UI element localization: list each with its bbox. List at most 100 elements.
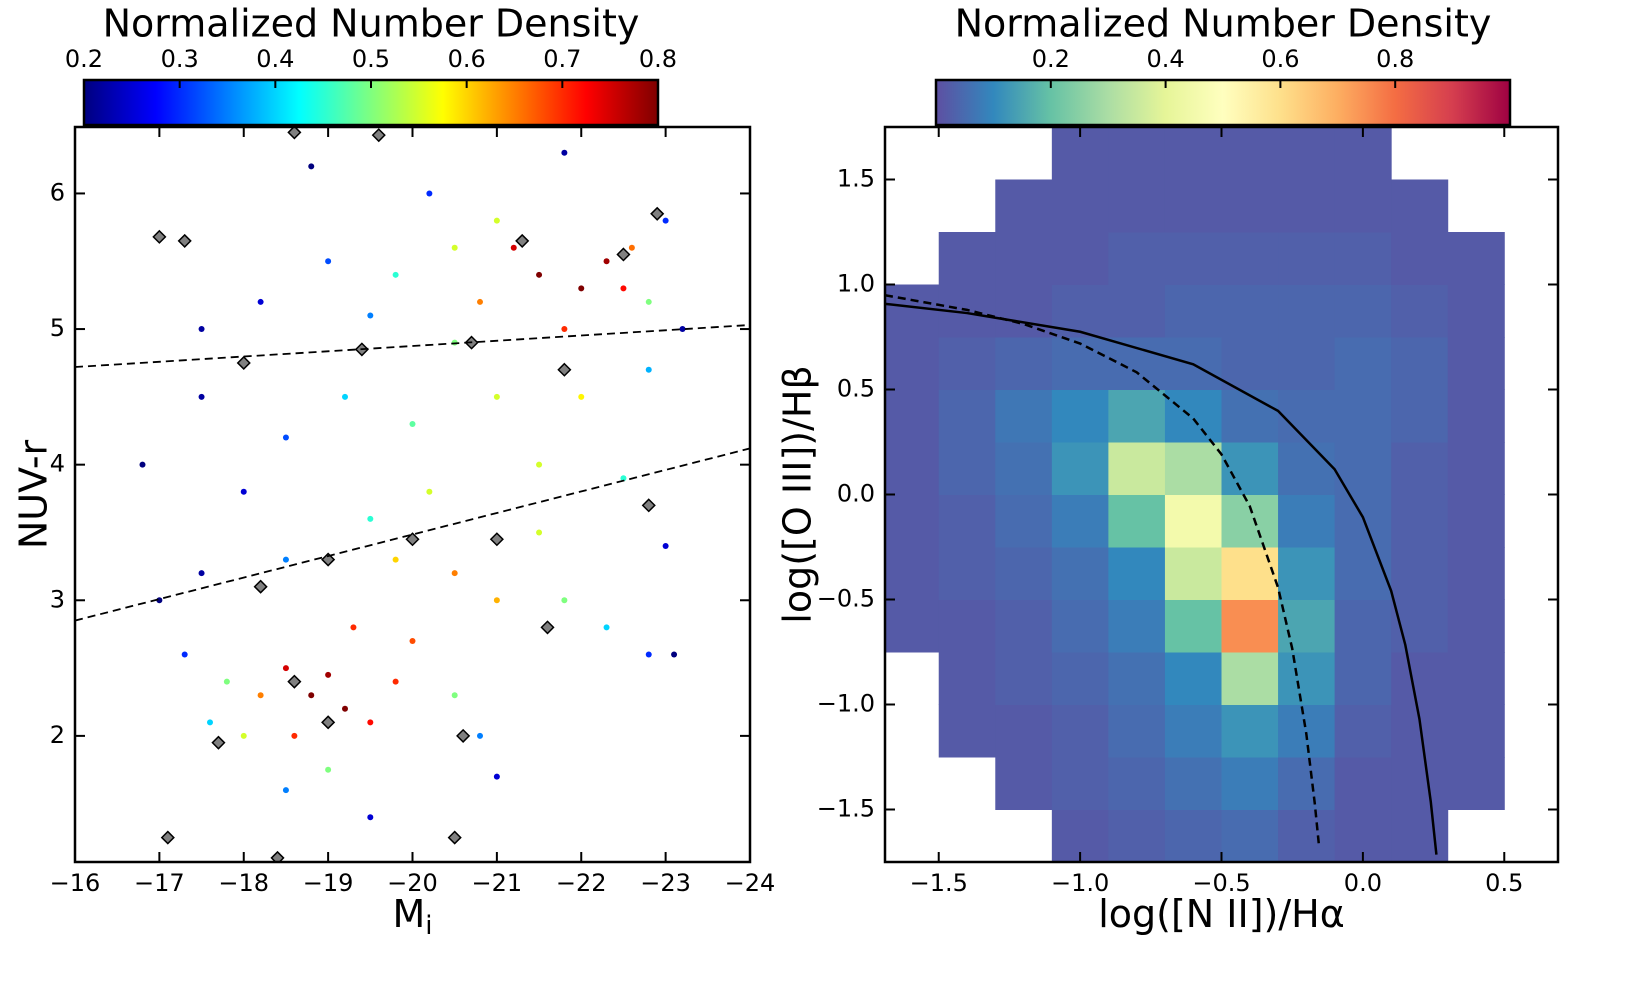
diamond xyxy=(253,579,268,594)
hist-cell xyxy=(938,547,996,600)
curve xyxy=(75,324,750,368)
point xyxy=(257,298,264,305)
hist-cell xyxy=(1334,757,1392,810)
point xyxy=(645,651,652,658)
point xyxy=(561,597,568,604)
point xyxy=(282,434,289,441)
hist-cell xyxy=(1391,179,1449,233)
hist-cell xyxy=(1164,389,1222,443)
point xyxy=(325,258,332,265)
point xyxy=(477,298,483,305)
colorbar-tick-label: 0.6 xyxy=(1261,45,1299,73)
point xyxy=(536,271,543,278)
point xyxy=(426,190,433,197)
hist-cell xyxy=(1051,179,1109,233)
diamond xyxy=(160,830,175,845)
hist-cell xyxy=(1391,704,1449,758)
point xyxy=(409,637,416,644)
hist-cell xyxy=(938,599,996,653)
x-tick-label: −0.5 xyxy=(1192,869,1250,897)
x-axis-label: log([N II])/Hα xyxy=(1098,892,1345,936)
point xyxy=(198,570,205,577)
diamond xyxy=(371,128,386,143)
hist-cell xyxy=(938,704,996,758)
y-tick-label: 3 xyxy=(50,585,65,613)
y-axis-label: log([O III])/Hβ xyxy=(776,365,820,623)
diamond xyxy=(236,355,251,371)
hist-cell xyxy=(1051,337,1109,390)
hist-cell xyxy=(885,337,940,390)
curve xyxy=(885,293,1321,847)
point xyxy=(451,692,458,699)
hist-cell xyxy=(1051,757,1109,810)
point xyxy=(451,244,458,251)
point xyxy=(628,244,635,251)
hist-cell xyxy=(1108,127,1166,180)
point xyxy=(223,678,230,685)
point xyxy=(240,488,247,495)
hist-cell xyxy=(1164,809,1222,862)
hist-cell xyxy=(1221,389,1279,443)
colorbar-tick-label: 0.8 xyxy=(639,45,677,73)
hist-cell xyxy=(1391,547,1449,600)
y-tick-label: −0.5 xyxy=(817,585,875,613)
colorbar xyxy=(934,78,1512,127)
x-tick-label: −22 xyxy=(556,869,607,897)
hist-cell xyxy=(1221,337,1279,390)
hist-cell xyxy=(1447,547,1505,600)
diamond xyxy=(321,552,336,567)
hist-cell xyxy=(1164,494,1222,548)
x-tick-label: −1.0 xyxy=(1051,869,1109,897)
hist-cell xyxy=(1447,389,1505,443)
hist-cell xyxy=(1164,127,1222,180)
hist-cell xyxy=(1447,704,1505,758)
hist-cell xyxy=(1108,809,1166,862)
hist-cell xyxy=(1334,442,1392,495)
hist-cell xyxy=(1391,389,1449,443)
point xyxy=(342,705,348,712)
hist-cell xyxy=(1391,652,1449,705)
diamond xyxy=(641,498,656,513)
hist-cell xyxy=(1221,494,1279,548)
hist-cell xyxy=(1334,599,1392,653)
y-tick-label: 5 xyxy=(50,314,65,342)
hist-cell xyxy=(1051,442,1109,495)
hist-cell xyxy=(1391,442,1449,495)
hist-cell xyxy=(1051,494,1109,548)
hist-cell xyxy=(1334,232,1392,285)
colorbar-tick-label: 0.8 xyxy=(1376,45,1414,73)
hist-cell xyxy=(995,652,1053,705)
hist-cell xyxy=(1221,757,1279,810)
hist-cell xyxy=(938,494,996,548)
point xyxy=(671,651,678,658)
colorbar-tick-label: 0.2 xyxy=(65,45,103,73)
hist-cell xyxy=(1164,757,1222,810)
diamond xyxy=(515,233,530,248)
hist-cell xyxy=(1278,547,1336,600)
point xyxy=(342,393,348,400)
hist-cell xyxy=(1164,232,1222,285)
hist-cell xyxy=(938,337,996,390)
x-tick-label: −18 xyxy=(218,869,269,897)
point xyxy=(645,366,652,373)
colorbar-tick-label: 0.2 xyxy=(1032,45,1070,73)
hist-cell xyxy=(995,599,1053,653)
point xyxy=(350,624,357,631)
hist-cell xyxy=(995,232,1053,285)
hist-cell xyxy=(1447,494,1505,548)
hist-cell xyxy=(1278,757,1336,810)
hist-cell xyxy=(1278,127,1336,180)
y-tick-label: 4 xyxy=(50,450,65,478)
x-tick-label: 0.5 xyxy=(1485,869,1523,897)
point xyxy=(139,461,146,468)
hist-cell xyxy=(1278,284,1336,338)
hist-cell xyxy=(1334,284,1392,338)
diamond xyxy=(650,206,665,221)
x-tick-label: −21 xyxy=(472,869,523,897)
hist-cell xyxy=(1164,547,1222,600)
point xyxy=(392,556,399,563)
y-tick-label: 1.0 xyxy=(837,270,875,298)
diamond xyxy=(211,735,226,750)
hist-cell xyxy=(1278,389,1336,443)
